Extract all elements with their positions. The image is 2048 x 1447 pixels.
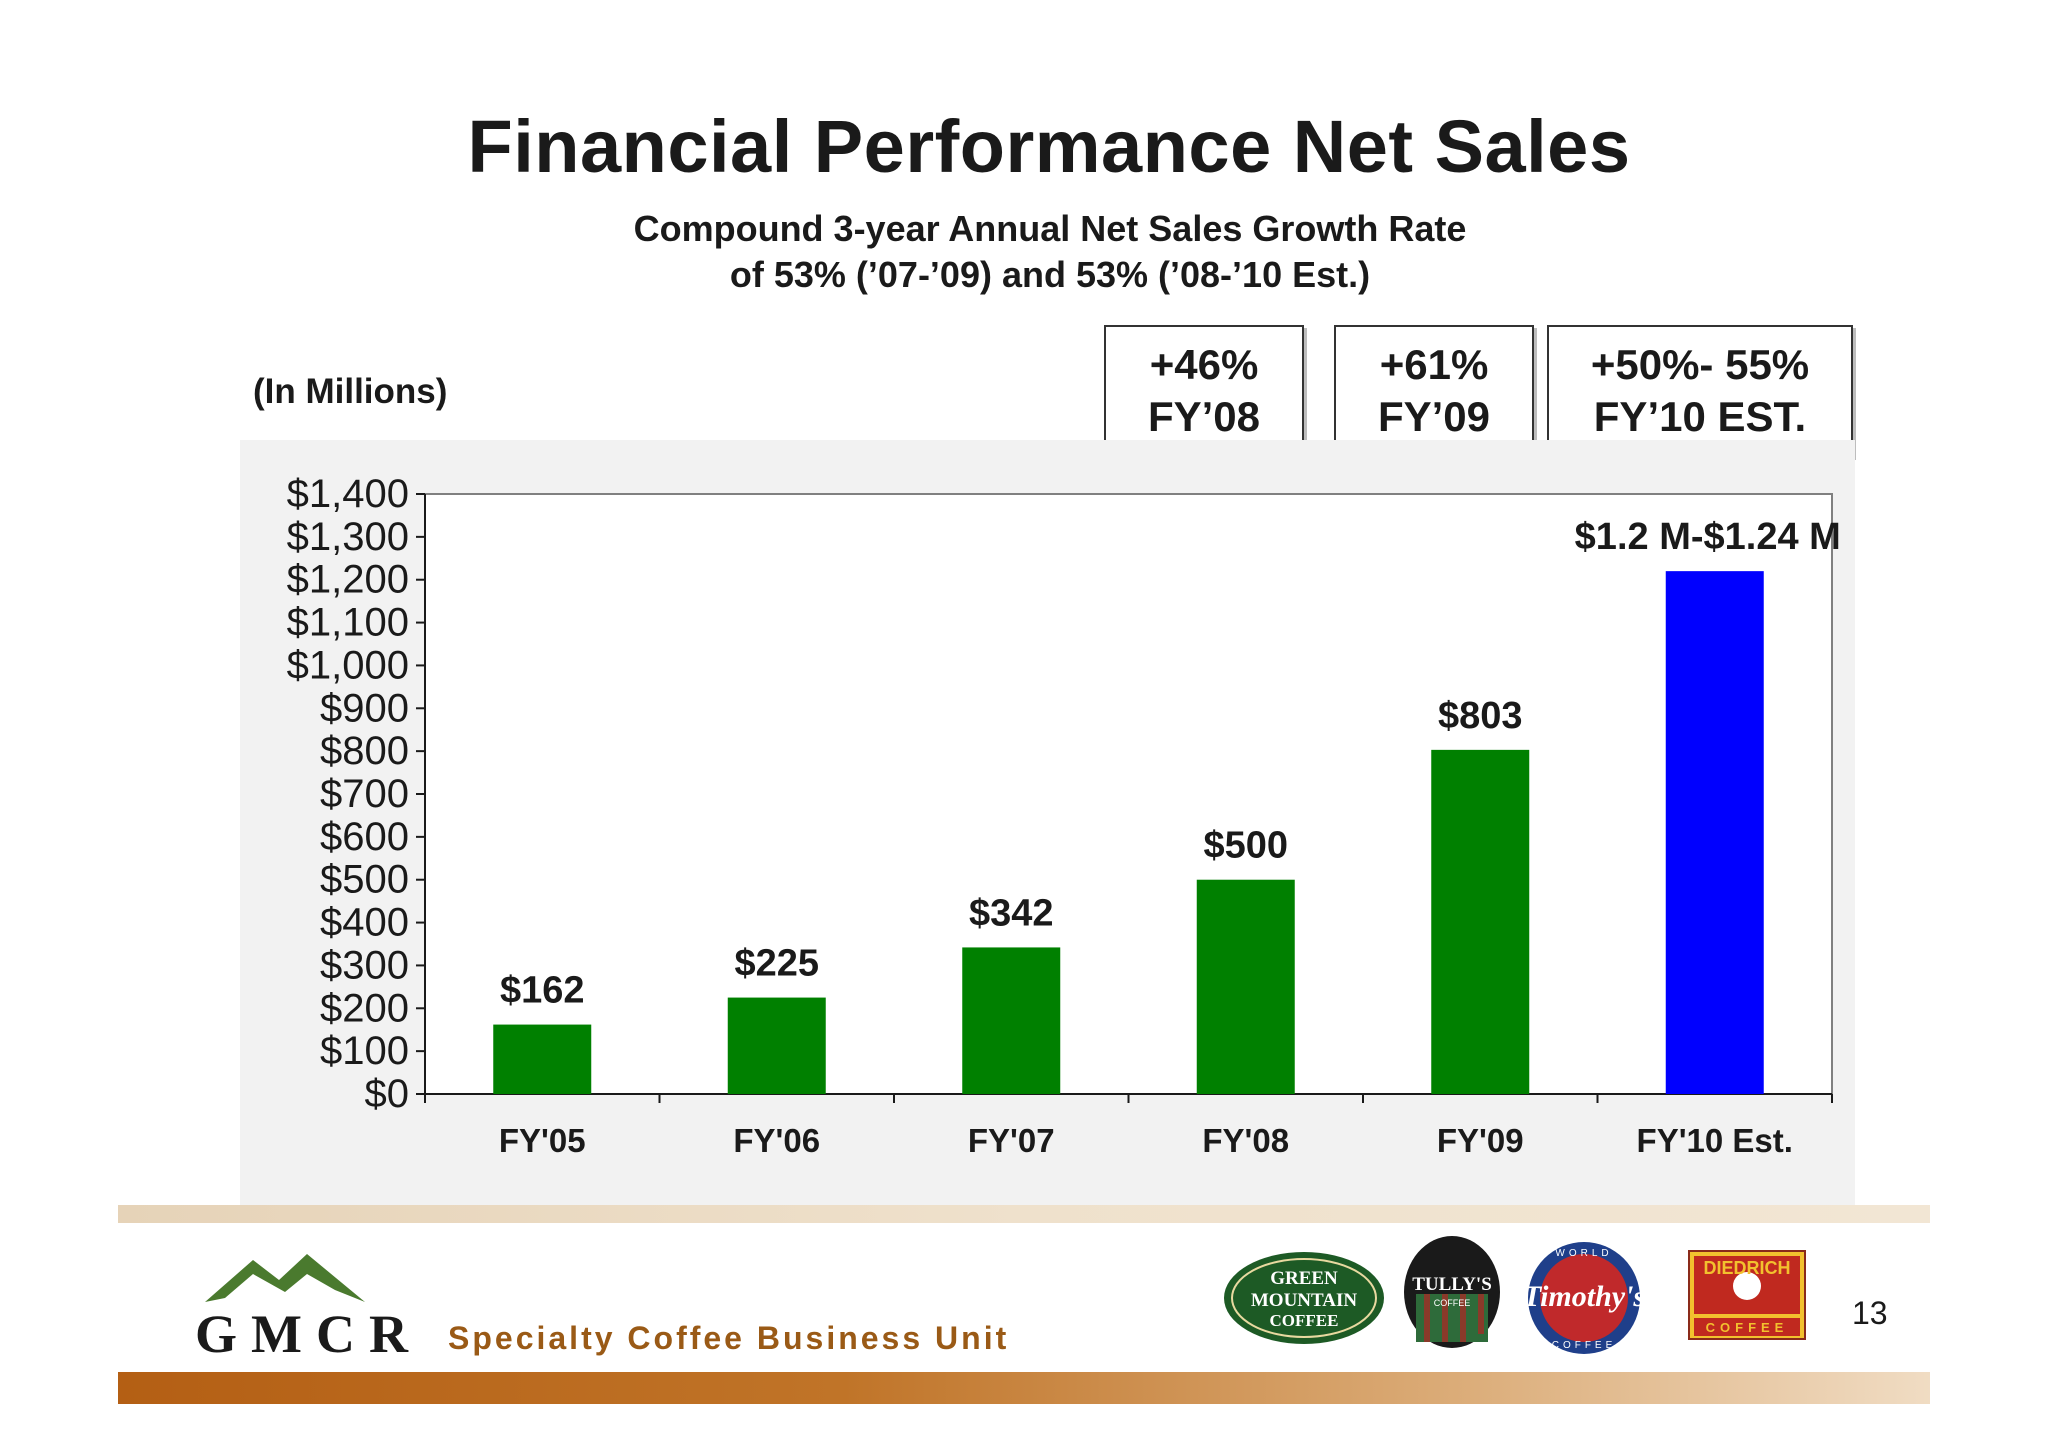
brand-line: GREEN [1270,1268,1338,1289]
bar-fy-06 [727,997,826,1094]
growth-box-fy08: +46% FY’08 [1104,325,1304,457]
y-tick-label: $200 [320,986,409,1030]
page-number: 13 [1852,1295,1888,1331]
brand-line: COFFEE [1706,1320,1789,1335]
growth-period: FY’10 EST. [1593,393,1807,440]
bar-fy-07 [962,947,1061,1094]
y-tick-label: $1,100 [287,601,409,645]
gmcr-wordmark: GMCR [195,1304,422,1364]
y-tick-label: $1,400 [287,472,409,516]
x-tick-label: FY'07 [968,1122,1055,1159]
x-tick-label: FY'05 [499,1122,586,1159]
bar-fy-08 [1196,879,1295,1094]
brand-line: COFFEE [1270,1311,1339,1330]
gmcr-mountain-logo [205,1254,365,1302]
brand-line: COFFEE [1552,1340,1617,1351]
y-tick-label: $100 [320,1029,409,1073]
growth-box-fy09: +61% FY’09 [1334,325,1534,457]
bar-fy-09 [1431,749,1530,1094]
y-tick-label: $500 [320,858,409,902]
bar-fy-10-est- [1665,571,1764,1094]
brand-line: TULLY'S [1412,1274,1492,1295]
y-tick-label: $1,000 [287,643,409,687]
data-label: $162 [500,970,585,1012]
business-unit-name: Specialty Coffee Business Unit [448,1320,1010,1356]
y-tick-label: $900 [320,686,409,730]
data-label: $1.2 M-$1.24 M [1575,516,1841,558]
footer-band-top [118,1205,1930,1223]
x-tick-label: FY'10 Est. [1637,1122,1793,1159]
growth-box-fy10: +50%- 55% FY’10 EST. [1547,325,1853,457]
subtitle-line-2: of 53% (’07-’09) and 53% (’08-’10 Est.) [729,254,1371,295]
units-label: (In Millions) [253,372,448,411]
diedrich-coffee-logo: DIEDRICH COFFEE [1688,1250,1808,1347]
bar-fy-05 [493,1024,592,1094]
data-label: $803 [1438,695,1523,737]
slide-title: Financial Performance Net Sales [467,105,1631,188]
growth-pct: +50%- 55% [1590,341,1810,388]
x-tick-label: FY'08 [1202,1122,1289,1159]
subtitle-line-1: Compound 3-year Annual Net Sales Growth … [633,208,1467,249]
y-tick-label: $1,300 [287,515,409,559]
y-tick-label: $300 [320,943,409,987]
footer-band-bottom [118,1372,1930,1404]
data-label: $225 [734,943,819,985]
brand-line: Timothy's [1523,1280,1645,1313]
brand-line: WORLD [1555,1248,1612,1259]
growth-period: FY’09 [1377,393,1491,440]
growth-pct: +61% [1379,341,1489,388]
data-label: $500 [1203,825,1288,867]
y-tick-label: $700 [320,772,409,816]
y-tick-label: $600 [320,815,409,859]
tullys-coffee-logo: TULLY'S COFFEE [1402,1234,1502,1355]
brand-line: DIEDRICH [1703,1258,1790,1278]
data-label: $342 [969,892,1054,934]
timothys-logo: WORLD Timothy's COFFEE [1520,1238,1660,1363]
y-tick-label: $1,200 [287,558,409,602]
growth-period: FY’08 [1147,393,1261,440]
y-tick-label: $800 [320,729,409,773]
growth-pct: +46% [1149,341,1259,388]
plot-area [424,493,1833,1095]
x-tick-label: FY'06 [733,1122,820,1159]
y-tick-label: $0 [365,1072,410,1116]
x-tick-label: FY'09 [1437,1122,1524,1159]
green-mountain-coffee-logo: GREEN MOUNTAIN COFFEE [1222,1250,1386,1351]
slide-subtitle: Compound 3-year Annual Net Sales Growth … [460,206,1640,298]
brand-line: MOUNTAIN [1251,1290,1358,1311]
brand-line: COFFEE [1434,1298,1471,1308]
y-tick-label: $400 [320,901,409,945]
